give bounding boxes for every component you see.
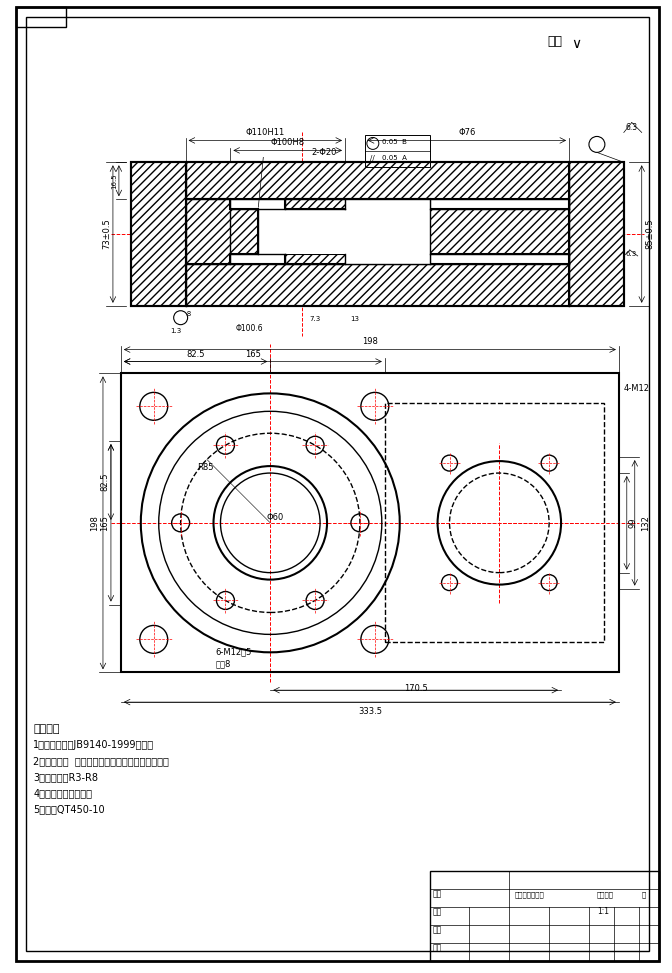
Text: 4：铸件需经回火处理: 4：铸件需经回火处理 [33, 788, 92, 798]
Bar [385, 404, 604, 642]
Bar [121, 374, 619, 672]
Text: 82.5: 82.5 [100, 473, 109, 491]
Text: 孔深8: 孔深8 [216, 660, 231, 668]
Text: 73±0.5: 73±0.5 [102, 219, 111, 249]
Text: Φ85: Φ85 [235, 232, 251, 240]
Text: //: // [370, 156, 374, 162]
Polygon shape [569, 162, 624, 306]
Text: 7.3: 7.3 [310, 315, 321, 322]
Text: ∨: ∨ [571, 37, 581, 51]
Text: 1.6: 1.6 [288, 200, 300, 206]
Text: 6-M12深5: 6-M12深5 [216, 648, 252, 657]
Polygon shape [285, 199, 569, 264]
Circle shape [173, 310, 187, 325]
Text: 2-Φ20: 2-Φ20 [312, 148, 337, 158]
Text: 1.3: 1.3 [170, 328, 181, 334]
Text: A: A [178, 313, 183, 322]
Polygon shape [185, 264, 569, 306]
Text: 2：铸件表面  应光洁，不得有砂型，砂芯，浇冒口: 2：铸件表面 应光洁，不得有砂型，砂芯，浇冒口 [33, 756, 169, 766]
Text: 单件重量: 单件重量 [597, 891, 614, 898]
Text: Φ60: Φ60 [267, 514, 284, 523]
Circle shape [589, 136, 605, 153]
Text: 1:1: 1:1 [597, 907, 609, 917]
Text: 165: 165 [245, 349, 261, 358]
Text: 132: 132 [640, 515, 650, 531]
Text: 工艺: 工艺 [433, 925, 442, 934]
Bar [429, 872, 659, 961]
Text: 165: 165 [100, 515, 109, 531]
Text: 0.05  A: 0.05 A [382, 156, 407, 162]
Text: 1：铸件应符合JB9140-1999的规定: 1：铸件应符合JB9140-1999的规定 [33, 739, 155, 750]
Text: Φ65: Φ65 [235, 244, 251, 254]
Bar [131, 162, 624, 306]
Text: 16.5: 16.5 [111, 173, 117, 189]
Text: 198: 198 [90, 515, 99, 531]
Polygon shape [185, 199, 258, 264]
Polygon shape [258, 209, 345, 254]
Text: 5：材料QT450-10: 5：材料QT450-10 [33, 804, 105, 813]
Text: 13: 13 [350, 315, 360, 322]
Text: 3：未注圆角R3-R8: 3：未注圆角R3-R8 [33, 772, 98, 782]
Text: Φ100.6: Φ100.6 [235, 324, 263, 333]
Text: 82.5: 82.5 [186, 349, 205, 358]
Text: 审核: 审核 [433, 907, 442, 917]
Text: 170.5: 170.5 [404, 684, 427, 693]
Text: 6.3: 6.3 [626, 251, 637, 257]
Text: 1.8: 1.8 [180, 310, 192, 317]
Text: A: A [594, 140, 600, 149]
Text: Φ100H8: Φ100H8 [271, 138, 305, 147]
Text: Φ106: Φ106 [235, 222, 256, 231]
Bar [365, 135, 429, 167]
Text: 0.05  B: 0.05 B [382, 139, 407, 145]
Text: 设计: 设计 [433, 889, 442, 898]
Text: 333.5: 333.5 [358, 707, 382, 716]
Text: 198: 198 [362, 337, 378, 345]
Polygon shape [185, 162, 569, 199]
Text: 工装: 工装 [433, 943, 442, 952]
Text: 其余: 其余 [547, 35, 562, 49]
Text: 99: 99 [629, 518, 638, 528]
Bar [16, 7, 66, 27]
Polygon shape [131, 162, 185, 306]
Text: 85±0.5: 85±0.5 [646, 219, 655, 249]
Text: 6.3: 6.3 [626, 123, 638, 132]
Text: R85: R85 [197, 463, 213, 473]
Polygon shape [345, 199, 429, 264]
Text: 技术要求: 技术要求 [33, 724, 60, 734]
Text: Φ76: Φ76 [458, 128, 476, 137]
Text: Φ110H11: Φ110H11 [246, 128, 285, 137]
Text: 材料规格及牌号: 材料规格及牌号 [514, 891, 544, 898]
Text: 共: 共 [642, 891, 646, 898]
Text: 4-M12: 4-M12 [624, 384, 650, 393]
